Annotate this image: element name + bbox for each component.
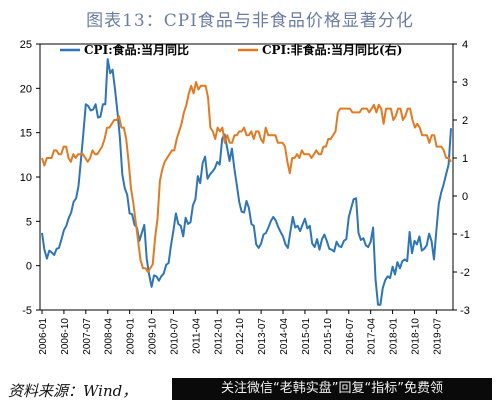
- y-left-tick-label: 25: [20, 39, 32, 51]
- y-axis-right: -3 -2 -1 0 1 2 3 4: [453, 39, 470, 317]
- watermark-banner: 关注微信“老韩实盘”回复“指标”免费领: [172, 378, 492, 400]
- legend: CPI:食品:当月同比 CPI:非食品:当月同比(右): [60, 42, 402, 57]
- x-tick-label: 2018-01: [389, 318, 400, 355]
- x-tick-label: 2012-01: [213, 318, 224, 355]
- x-tick-label: 2013-07: [257, 318, 268, 355]
- source-note: 资料来源：Wind，: [8, 382, 138, 400]
- x-tick-label: 2010-07: [169, 318, 180, 355]
- y-right-tick-label: 1: [462, 153, 468, 165]
- y-right-tick-label: -2: [460, 267, 470, 279]
- x-tick-label: 2016-07: [345, 318, 356, 355]
- x-tick-label: 2009-01: [126, 318, 137, 355]
- legend-label-nonfood: CPI:非食品:当月同比(右): [262, 42, 402, 57]
- x-tick-label: 2007-07: [82, 318, 93, 355]
- y-right-tick-label: 0: [462, 191, 468, 203]
- x-tick-label: 2006-01: [38, 318, 49, 355]
- series-layer: [41, 58, 452, 306]
- footer: 资料来源：Wind， 关注微信“老韩实盘”回复“指标”免费领: [0, 376, 500, 403]
- x-tick-label: 2018-10: [410, 318, 421, 355]
- x-tick-label: 2019-07: [432, 318, 443, 355]
- x-tick-label: 2006-10: [60, 318, 71, 355]
- x-tick-label: 2014-04: [279, 318, 290, 355]
- y-left-tick-label: 10: [20, 172, 32, 184]
- x-tick-label: 2009-10: [148, 318, 159, 355]
- y-right-tick-label: 4: [462, 39, 468, 51]
- chart-title: 图表13：CPI食品与非食品价格显著分化: [86, 11, 414, 31]
- y-right-tick-label: 3: [462, 77, 468, 89]
- series-line-nonfood: [41, 81, 452, 273]
- y-axis-left: -5 0 5 10 15 20 25: [20, 39, 40, 317]
- x-tick-label: 2015-10: [323, 318, 334, 355]
- x-tick-label: 2017-04: [367, 318, 378, 355]
- y-left-tick-label: 0: [26, 261, 32, 273]
- legend-label-food: CPI:食品:当月同比: [84, 42, 189, 57]
- y-left-tick-label: 15: [20, 128, 32, 140]
- y-right-tick-label: -1: [460, 229, 470, 241]
- x-tick-label: 2012-10: [235, 318, 246, 355]
- y-left-tick-label: 5: [26, 216, 32, 228]
- x-tick-label: 2011-04: [191, 318, 202, 354]
- y-left-tick-label: 20: [20, 83, 32, 95]
- y-right-tick-label: -3: [460, 305, 470, 317]
- y-left-tick-label: -5: [22, 305, 32, 317]
- y-right-tick-label: 2: [462, 115, 468, 127]
- x-tick-label: 2008-04: [104, 318, 115, 355]
- x-tick-label: 2015-01: [301, 318, 312, 355]
- x-axis: 2006-01 2006-10 2007-07 2008-04 2009-01 2009-…: [38, 310, 443, 355]
- series-line-food: [41, 58, 452, 306]
